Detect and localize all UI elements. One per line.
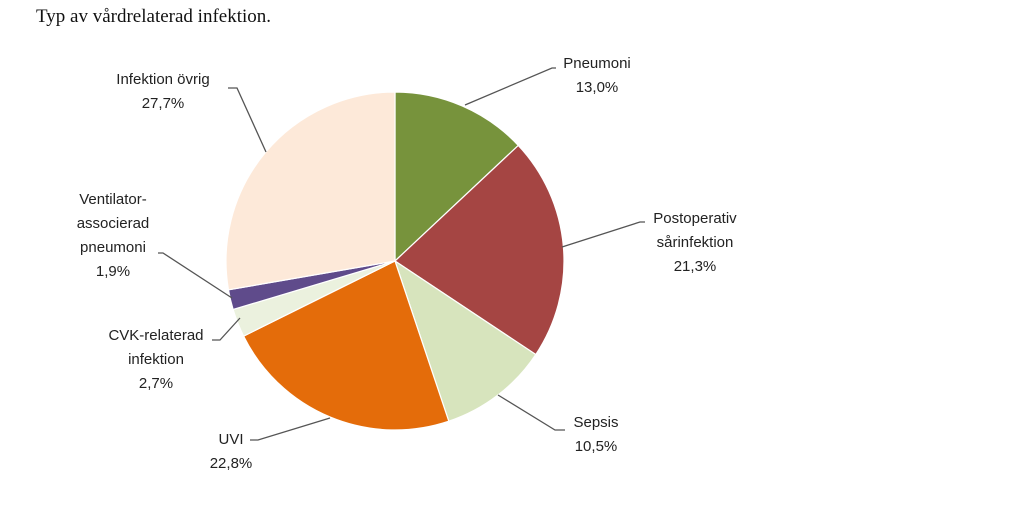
slice-percent: 10,5% bbox=[575, 438, 618, 455]
slice-percent: 1,9% bbox=[96, 263, 130, 280]
slice-name: Ventilator- bbox=[79, 191, 147, 208]
slice-label: CVK-relaterad infektion 2,7% bbox=[108, 327, 203, 392]
slice-label: Pneumoni 13,0% bbox=[563, 55, 631, 96]
slice-label: Sepsis 10,5% bbox=[573, 414, 618, 455]
slice-name: CVK-relaterad bbox=[108, 327, 203, 344]
slice-name: sårinfektion bbox=[657, 234, 734, 251]
slice-name: UVI bbox=[218, 431, 243, 448]
slice-name: Sepsis bbox=[573, 414, 618, 431]
slice-label: Ventilator-associerad pneumoni 1,9% bbox=[77, 191, 150, 280]
slice-name: Postoperativ bbox=[653, 210, 737, 227]
leader-line bbox=[212, 317, 241, 341]
slice-label: Postoperativ sårinfektion 21,3% bbox=[653, 210, 737, 275]
pie-slices bbox=[225, 91, 565, 431]
pie-slice bbox=[242, 260, 450, 431]
slice-percent: 27,7% bbox=[142, 95, 185, 112]
slice-name: infektion bbox=[128, 351, 184, 368]
leader-line bbox=[250, 417, 331, 441]
slice-labels: Pneumoni 13,0% Postoperativ sårinfektion 21,… bbox=[77, 55, 737, 472]
slice-percent: 13,0% bbox=[576, 79, 619, 96]
slice-percent: 2,7% bbox=[139, 375, 173, 392]
leader-lines bbox=[158, 67, 645, 441]
slice-percent: 21,3% bbox=[674, 258, 717, 275]
slice-name: Infektion övrig bbox=[116, 71, 209, 88]
leader-line bbox=[464, 67, 556, 106]
leader-line bbox=[158, 252, 233, 299]
leader-line bbox=[497, 394, 565, 431]
pie-slice bbox=[225, 91, 396, 291]
slice-label: Infektion övrig 27,7% bbox=[116, 71, 209, 112]
pie-slice bbox=[394, 91, 520, 263]
pie-slice bbox=[393, 259, 537, 422]
leader-line bbox=[228, 87, 267, 153]
slice-name: pneumoni bbox=[80, 239, 146, 256]
slice-percent: 22,8% bbox=[210, 455, 253, 472]
leader-line bbox=[561, 221, 645, 248]
slice-name: Pneumoni bbox=[563, 55, 631, 72]
slice-label: UVI 22,8% bbox=[210, 431, 253, 472]
slice-name: associerad bbox=[77, 215, 150, 232]
chart-title: Typ av vårdrelaterad infektion. bbox=[36, 6, 272, 27]
